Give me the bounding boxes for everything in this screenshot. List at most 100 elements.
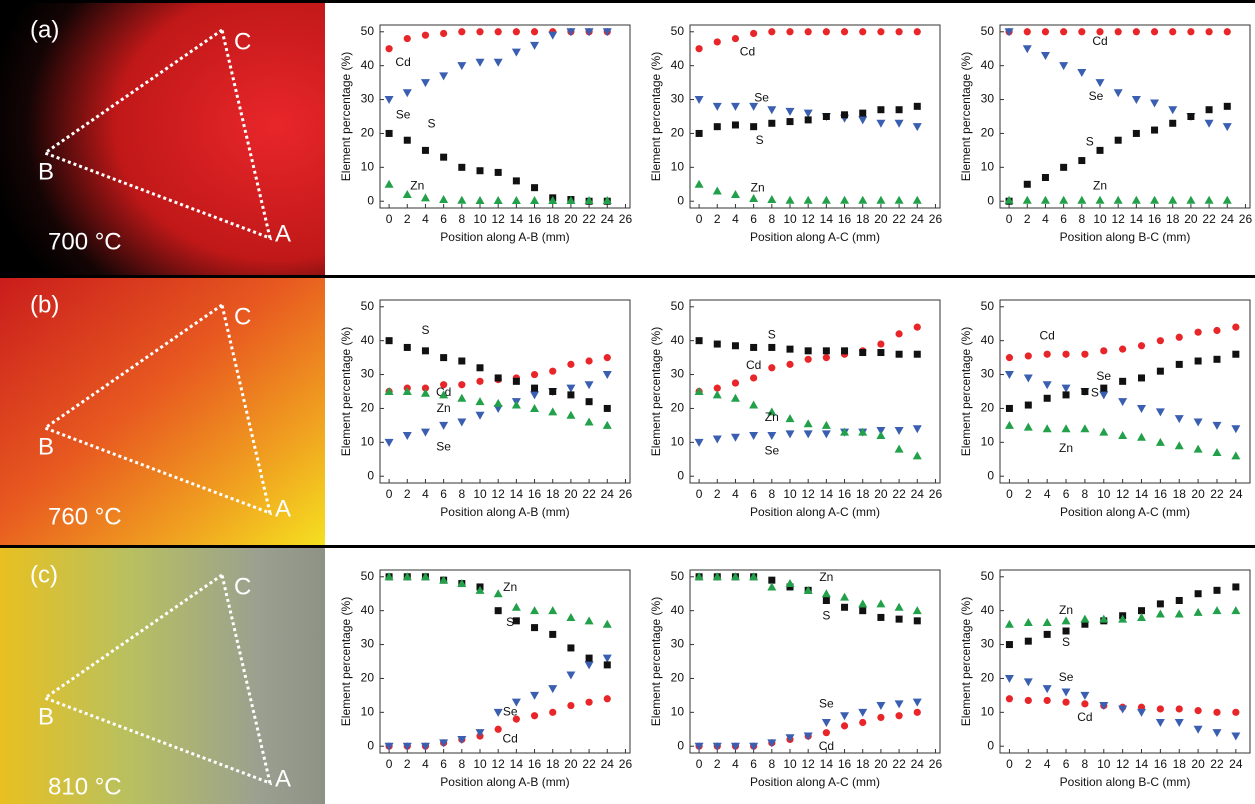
marker <box>1150 195 1160 204</box>
x-tick-label: 12 <box>492 212 506 226</box>
marker <box>530 28 539 36</box>
y-axis-label: Element percentage (%) <box>959 327 973 456</box>
marker <box>712 435 722 444</box>
x-tick-label: 6 <box>440 212 447 226</box>
y-axis-label: Element percentage (%) <box>959 52 973 181</box>
x-tick-label: 10 <box>473 487 487 501</box>
marker <box>512 617 520 625</box>
marker <box>1060 28 1068 36</box>
marker <box>750 123 758 131</box>
x-tick-label: 12 <box>802 757 816 771</box>
x-tick-label: 16 <box>528 212 542 226</box>
x-tick-label: 24 <box>911 757 925 771</box>
marker <box>767 432 777 441</box>
x-tick-label: 0 <box>1006 487 1013 501</box>
marker <box>694 438 704 447</box>
marker <box>1040 52 1050 60</box>
marker <box>1193 725 1203 734</box>
marker <box>1081 620 1089 628</box>
marker <box>1155 408 1165 417</box>
marker <box>458 28 466 36</box>
x-tick-label: 26 <box>619 757 633 771</box>
x-tick-label: 2 <box>404 487 411 501</box>
marker <box>1042 424 1052 433</box>
marker <box>1168 195 1178 204</box>
marker <box>822 729 830 737</box>
marker <box>1096 28 1104 36</box>
x-tick-label: 6 <box>750 212 757 226</box>
x-tick-label: 16 <box>838 757 852 771</box>
y-tick-label: 50 <box>981 569 995 583</box>
marker <box>1231 732 1241 741</box>
marker <box>602 28 612 37</box>
marker <box>749 572 759 581</box>
marker <box>695 45 703 53</box>
x-tick-label: 14 <box>510 487 524 501</box>
marker <box>858 599 868 608</box>
y-tick-label: 0 <box>987 738 994 752</box>
x-tick-label: 26 <box>619 487 633 501</box>
y-tick-label: 40 <box>671 58 685 72</box>
marker <box>1100 384 1108 392</box>
x-tick-label: 16 <box>838 487 852 501</box>
series-label: Cd <box>1039 328 1054 342</box>
panel-label: (b) <box>30 291 59 318</box>
marker <box>1156 367 1164 375</box>
marker <box>603 661 611 669</box>
marker <box>1043 696 1051 705</box>
marker <box>913 28 921 36</box>
marker <box>1004 619 1014 628</box>
marker <box>840 712 850 721</box>
y-tick-label: 10 <box>671 705 685 719</box>
vertex-label: C <box>234 573 251 600</box>
series-label: S <box>421 323 429 337</box>
marker <box>458 357 466 365</box>
x-tick-label: 18 <box>546 757 560 771</box>
marker <box>602 196 612 205</box>
x-tick-label: 16 <box>838 212 852 226</box>
x-tick-label: 4 <box>1042 212 1049 226</box>
marker <box>895 615 903 623</box>
x-tick-label: 8 <box>1082 757 1089 771</box>
marker <box>493 404 503 413</box>
x-tick-label: 16 <box>1154 487 1168 501</box>
plot-frame <box>689 299 941 484</box>
marker <box>475 411 485 420</box>
x-tick-label: 6 <box>440 757 447 771</box>
marker <box>584 196 594 205</box>
marker <box>548 606 558 615</box>
y-tick-label: 20 <box>361 126 375 140</box>
x-tick-label: 2 <box>714 757 721 771</box>
marker <box>1095 195 1105 204</box>
series-label: Se <box>754 91 769 105</box>
x-tick-label: 12 <box>802 212 816 226</box>
marker <box>768 364 776 372</box>
plot-frame <box>999 299 1251 484</box>
x-tick-label: 2 <box>1025 487 1032 501</box>
marker <box>512 28 520 36</box>
series-label: S <box>756 133 764 147</box>
marker <box>713 38 721 46</box>
marker <box>822 28 830 36</box>
marker <box>1213 708 1221 716</box>
marker <box>530 370 539 379</box>
marker <box>1204 119 1214 128</box>
x-tick-label: 20 <box>564 757 578 771</box>
marker <box>494 607 502 615</box>
marker <box>549 630 557 638</box>
marker <box>858 116 868 125</box>
series-label: Cd <box>395 55 410 69</box>
marker <box>1194 707 1202 715</box>
x-tick-label: 24 <box>601 757 615 771</box>
marker <box>1174 441 1184 450</box>
y-axis-label: Element percentage (%) <box>649 327 663 456</box>
y-tick-label: 50 <box>361 24 375 38</box>
y-axis-label: Element percentage (%) <box>339 597 353 726</box>
y-axis-label: Element percentage (%) <box>649 597 663 726</box>
temperature-label: 810 °C <box>48 773 122 800</box>
marker <box>1096 146 1104 154</box>
marker <box>712 742 722 751</box>
marker <box>494 725 502 733</box>
marker <box>768 343 776 351</box>
